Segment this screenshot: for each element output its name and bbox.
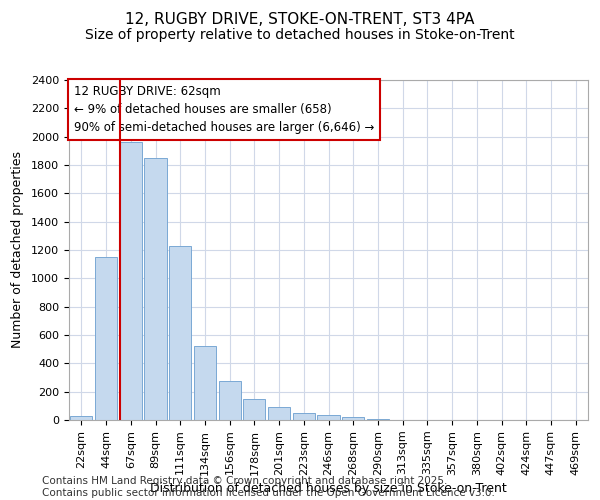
Text: 12 RUGBY DRIVE: 62sqm
← 9% of detached houses are smaller (658)
90% of semi-deta: 12 RUGBY DRIVE: 62sqm ← 9% of detached h… xyxy=(74,85,374,134)
Bar xyxy=(317,415,340,420)
Bar xyxy=(70,416,92,420)
Bar xyxy=(145,158,167,420)
Bar xyxy=(95,257,117,420)
Bar xyxy=(243,399,265,420)
Text: Contains HM Land Registry data © Crown copyright and database right 2025.
Contai: Contains HM Land Registry data © Crown c… xyxy=(42,476,495,498)
Bar xyxy=(342,417,364,420)
Bar xyxy=(218,381,241,420)
X-axis label: Distribution of detached houses by size in Stoke-on-Trent: Distribution of detached houses by size … xyxy=(150,482,507,495)
Bar xyxy=(119,142,142,420)
Bar xyxy=(268,407,290,420)
Bar xyxy=(194,346,216,420)
Text: 12, RUGBY DRIVE, STOKE-ON-TRENT, ST3 4PA: 12, RUGBY DRIVE, STOKE-ON-TRENT, ST3 4PA xyxy=(125,12,475,28)
Y-axis label: Number of detached properties: Number of detached properties xyxy=(11,152,24,348)
Text: Size of property relative to detached houses in Stoke-on-Trent: Size of property relative to detached ho… xyxy=(85,28,515,42)
Bar xyxy=(293,413,315,420)
Bar xyxy=(169,246,191,420)
